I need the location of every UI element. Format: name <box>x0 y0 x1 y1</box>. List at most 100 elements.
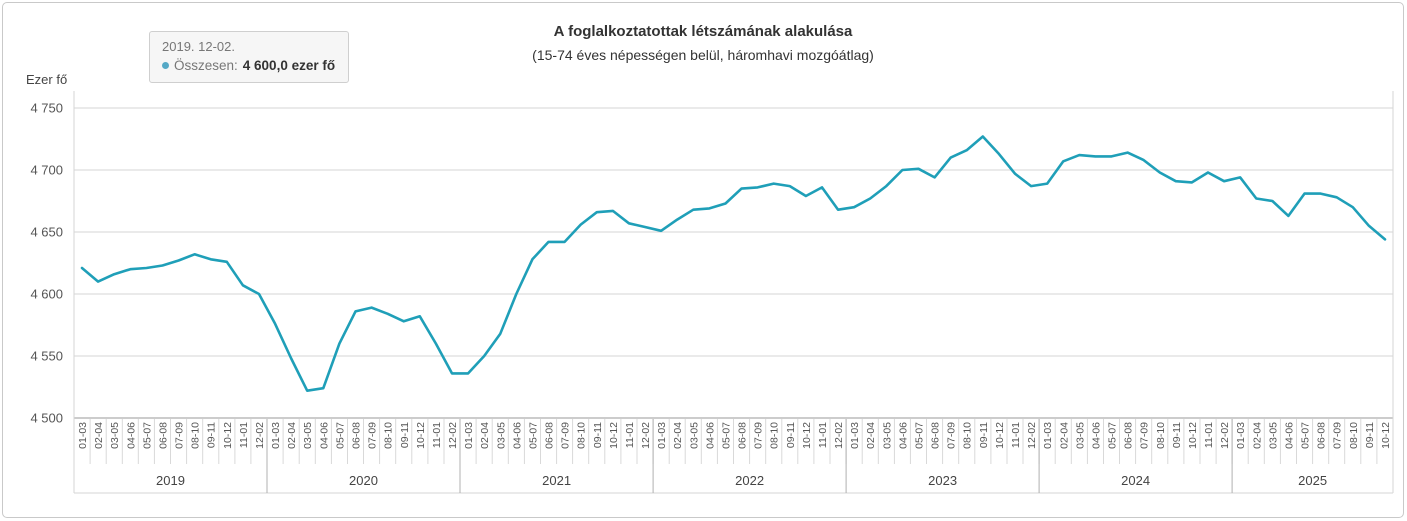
svg-text:4 750: 4 750 <box>30 101 63 116</box>
svg-text:11-01: 11-01 <box>624 422 636 448</box>
svg-text:2021: 2021 <box>542 473 571 488</box>
svg-text:04-06: 04-06 <box>511 422 523 449</box>
svg-text:08-10: 08-10 <box>576 422 588 449</box>
svg-text:01-03: 01-03 <box>1235 422 1247 449</box>
chart-title: A foglalkoztatottak létszámának alakulás… <box>553 23 853 40</box>
svg-text:10-12: 10-12 <box>608 422 620 449</box>
svg-text:12-02: 12-02 <box>254 422 266 449</box>
svg-text:05-07: 05-07 <box>721 422 733 449</box>
svg-text:10-12: 10-12 <box>1187 422 1199 449</box>
series-marker-icon <box>162 62 169 69</box>
svg-text:01-03: 01-03 <box>77 422 89 449</box>
svg-text:05-07: 05-07 <box>1107 422 1119 449</box>
svg-text:09-11: 09-11 <box>1171 422 1183 448</box>
tooltip-series-label: Összesen: <box>174 58 238 73</box>
svg-text:05-07: 05-07 <box>914 422 926 449</box>
svg-text:12-02: 12-02 <box>447 422 459 449</box>
svg-text:04-06: 04-06 <box>897 422 909 449</box>
svg-text:4 550: 4 550 <box>30 349 63 364</box>
svg-text:06-08: 06-08 <box>930 422 942 449</box>
svg-text:08-10: 08-10 <box>1348 422 1360 449</box>
svg-text:12-02: 12-02 <box>640 422 652 449</box>
svg-text:06-08: 06-08 <box>544 422 556 449</box>
svg-text:02-04: 02-04 <box>865 422 877 449</box>
chart-subtitle: (15-74 éves népességen belül, háromhavi … <box>532 47 874 63</box>
svg-text:01-03: 01-03 <box>463 422 475 449</box>
chart-canvas[interactable]: 4 750 4 700 4 650 4 600 4 550 4 500 01-03 02-04… <box>3 3 1404 518</box>
tooltip-value: 4 600,0 ezer fő <box>242 58 336 73</box>
svg-text:05-07: 05-07 <box>334 422 346 449</box>
svg-text:09-11: 09-11 <box>978 422 990 448</box>
svg-text:03-05: 03-05 <box>688 422 700 449</box>
svg-text:03-05: 03-05 <box>495 422 507 449</box>
tooltip-series-row: Összesen: 4 600,0 ezer fő <box>162 58 335 73</box>
svg-text:2023: 2023 <box>928 473 957 488</box>
svg-text:04-06: 04-06 <box>1090 422 1102 449</box>
tooltip-date: 2019. 12-02. <box>162 39 236 54</box>
svg-text:09-11: 09-11 <box>592 422 604 448</box>
svg-text:08-10: 08-10 <box>962 422 974 449</box>
svg-text:09-11: 09-11 <box>1364 422 1376 448</box>
svg-text:02-04: 02-04 <box>672 422 684 449</box>
svg-text:01-03: 01-03 <box>270 422 282 449</box>
svg-text:02-04: 02-04 <box>1251 422 1263 449</box>
svg-text:06-08: 06-08 <box>1123 422 1135 449</box>
svg-text:06-08: 06-08 <box>351 422 363 449</box>
svg-text:07-09: 07-09 <box>1332 422 1344 449</box>
svg-text:2024: 2024 <box>1121 473 1150 488</box>
svg-text:01-03: 01-03 <box>656 422 668 449</box>
svg-text:11-01: 11-01 <box>1010 422 1022 448</box>
svg-text:4 600: 4 600 <box>30 287 63 302</box>
svg-text:05-07: 05-07 <box>527 422 539 449</box>
svg-text:05-07: 05-07 <box>141 422 153 449</box>
svg-text:10-12: 10-12 <box>415 422 427 449</box>
svg-text:11-01: 11-01 <box>1203 422 1215 448</box>
svg-text:07-09: 07-09 <box>367 422 379 449</box>
svg-text:08-10: 08-10 <box>383 422 395 449</box>
svg-text:08-10: 08-10 <box>190 422 202 449</box>
svg-text:10-12: 10-12 <box>994 422 1006 449</box>
svg-text:12-02: 12-02 <box>1026 422 1038 449</box>
svg-text:04-06: 04-06 <box>704 422 716 449</box>
svg-text:12-02: 12-02 <box>1219 422 1231 449</box>
svg-text:02-04: 02-04 <box>93 422 105 449</box>
svg-text:2019: 2019 <box>156 473 185 488</box>
svg-text:07-09: 07-09 <box>560 422 572 449</box>
svg-text:06-08: 06-08 <box>1316 422 1328 449</box>
svg-text:4 650: 4 650 <box>30 225 63 240</box>
svg-text:07-09: 07-09 <box>753 422 765 449</box>
svg-text:07-09: 07-09 <box>174 422 186 449</box>
svg-text:09-11: 09-11 <box>206 422 218 448</box>
svg-text:08-10: 08-10 <box>1155 422 1167 449</box>
svg-text:03-05: 03-05 <box>1074 422 1086 449</box>
svg-text:04-06: 04-06 <box>1283 422 1295 449</box>
svg-text:04-06: 04-06 <box>318 422 330 449</box>
svg-text:12-02: 12-02 <box>833 422 845 449</box>
svg-text:03-05: 03-05 <box>1267 422 1279 449</box>
svg-text:03-05: 03-05 <box>109 422 121 449</box>
svg-text:2022: 2022 <box>735 473 764 488</box>
svg-text:07-09: 07-09 <box>1139 422 1151 449</box>
svg-text:03-05: 03-05 <box>881 422 893 449</box>
svg-text:4 700: 4 700 <box>30 163 63 178</box>
svg-text:08-10: 08-10 <box>769 422 781 449</box>
svg-text:10-12: 10-12 <box>801 422 813 449</box>
svg-text:4 500: 4 500 <box>30 411 63 426</box>
y-axis-unit-label: Ezer fő <box>26 72 68 87</box>
svg-text:06-08: 06-08 <box>158 422 170 449</box>
svg-text:04-06: 04-06 <box>125 422 137 449</box>
svg-text:11-01: 11-01 <box>431 422 443 448</box>
svg-text:01-03: 01-03 <box>1042 422 1054 449</box>
svg-text:03-05: 03-05 <box>302 422 314 449</box>
svg-text:11-01: 11-01 <box>817 422 829 448</box>
svg-text:11-01: 11-01 <box>238 422 250 448</box>
svg-text:02-04: 02-04 <box>286 422 298 449</box>
tooltip: 2019. 12-02. Összesen: 4 600,0 ezer fő <box>149 31 350 83</box>
svg-text:05-07: 05-07 <box>1300 422 1312 449</box>
svg-text:09-11: 09-11 <box>785 422 797 448</box>
svg-text:01-03: 01-03 <box>849 422 861 449</box>
svg-text:02-04: 02-04 <box>479 422 491 449</box>
svg-text:07-09: 07-09 <box>946 422 958 449</box>
svg-text:2025: 2025 <box>1298 473 1327 488</box>
